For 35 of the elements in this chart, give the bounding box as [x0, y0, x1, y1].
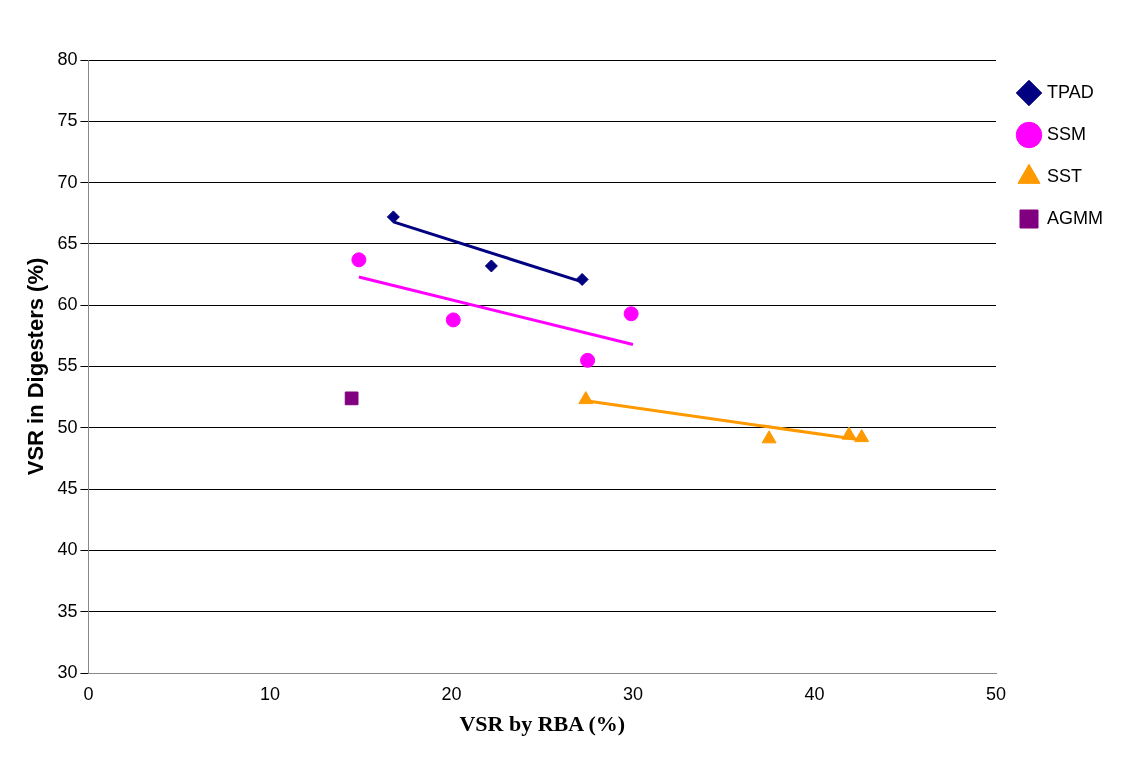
y-tick-label: 55: [57, 355, 78, 376]
x-tick-label: 20: [441, 683, 462, 704]
y-tick-label: 30: [57, 661, 78, 682]
point: [344, 391, 359, 406]
point: [578, 391, 594, 405]
y-tick-label: 50: [57, 416, 78, 437]
point: [386, 210, 400, 224]
legend-label: TPAD: [1047, 81, 1094, 102]
y-tick-label: 60: [57, 294, 78, 315]
point: [854, 429, 870, 443]
y-tick-label: 65: [57, 232, 78, 253]
legend-label: AGMM: [1047, 207, 1103, 228]
x-axis-title: VSR by RBA (%): [459, 711, 626, 737]
x-tick-label: 50: [985, 683, 1007, 704]
legend-label: SST: [1047, 165, 1083, 186]
point: [841, 426, 857, 440]
y-tick-label: 45: [57, 478, 78, 499]
x-tick-label: 10: [259, 683, 280, 704]
point: [351, 252, 367, 268]
point: [575, 272, 589, 286]
y-tick-label: 35: [57, 600, 78, 621]
point: [623, 306, 639, 322]
y-tick-label: 40: [57, 539, 78, 560]
x-tick-label: 0: [83, 683, 94, 704]
y-axis-title: VSR in Digesters (%): [23, 257, 49, 476]
y-tick-label: 70: [57, 171, 78, 192]
y-tick-label: 80: [57, 48, 78, 69]
point: [580, 352, 596, 368]
legend-label: SSM: [1047, 123, 1087, 144]
x-tick-label: 30: [622, 683, 643, 704]
point: [445, 312, 461, 328]
y-tick-label: 75: [57, 110, 78, 131]
point: [484, 259, 498, 273]
point: [761, 430, 777, 444]
x-tick-label: 40: [804, 683, 825, 704]
